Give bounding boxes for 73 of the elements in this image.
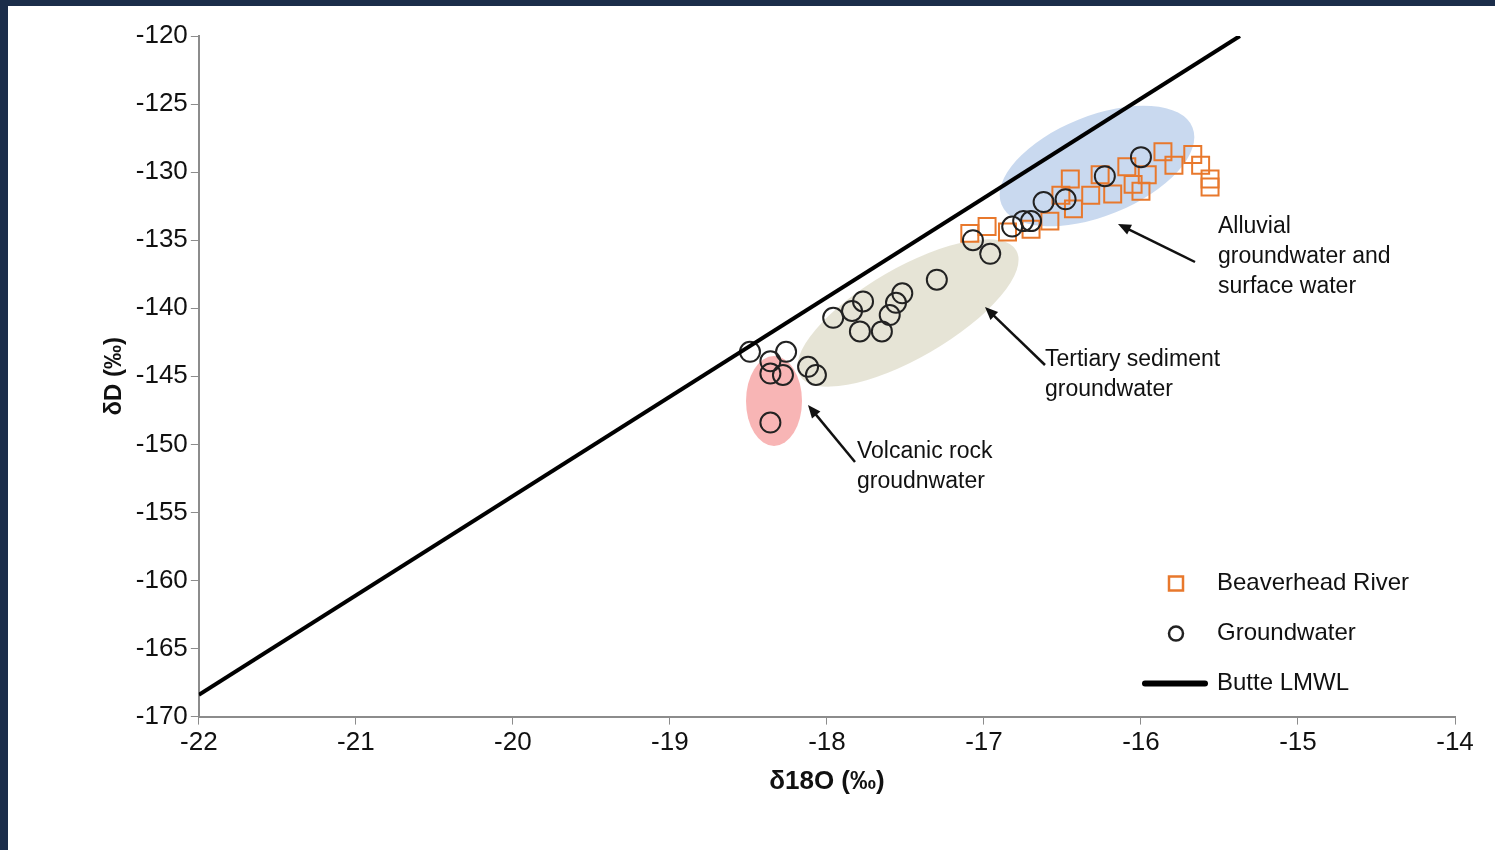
legend-label: Groundwater [1217,618,1356,646]
point [775,340,798,363]
point [960,223,980,243]
legend-label: Butte LMWL [1217,668,1350,696]
point [804,363,827,386]
point [1137,165,1157,185]
point [961,229,984,252]
annotation: Alluvial groundwater and surface water [1218,212,1391,299]
point [1051,185,1071,205]
point [841,299,864,322]
y-tick-label: -150 [135,427,188,458]
point [1200,177,1220,197]
point [1183,144,1203,164]
y-tick-label: -165 [135,631,188,662]
y-tick-label: -155 [135,495,188,526]
point [1131,181,1151,201]
point [1040,211,1060,231]
point [771,363,794,386]
point [1060,169,1080,189]
point [1020,210,1043,233]
point [998,222,1017,242]
point [1093,165,1116,188]
point [759,411,782,434]
point [1200,169,1220,189]
point [822,306,845,329]
point [1123,174,1143,194]
y-tick-label: -125 [135,87,188,118]
x-tick-label: -15 [1279,726,1317,757]
y-tick-label: -160 [135,563,188,594]
point [1191,155,1211,175]
point [891,282,914,305]
y-axis-title: δD (‰) [99,337,127,416]
x-tick-label: -19 [651,726,689,757]
x-tick-label: -21 [337,726,375,757]
y-tick-label: -140 [135,291,188,322]
point [1032,191,1055,214]
point [1153,142,1173,162]
point [979,242,1002,265]
point [870,320,893,343]
point [977,217,997,237]
y-tick-label: -145 [135,359,188,390]
point [1012,210,1035,233]
x-tick-label: -16 [1122,726,1160,757]
point [1054,188,1077,211]
point [1081,185,1101,205]
x-tick-label: -20 [494,726,532,757]
point [878,304,901,327]
point [925,268,948,291]
point [1063,199,1083,219]
x-tick-label: -17 [965,726,1003,757]
point [759,350,782,373]
point [1164,155,1184,175]
point [1117,157,1137,177]
point [852,290,875,313]
point [1001,215,1024,238]
x-tick-label: -14 [1436,726,1474,757]
point [738,340,761,363]
y-tick-label: -130 [135,155,188,186]
y-tick-label: -135 [135,223,188,254]
point [759,362,782,385]
annotation: Tertiary sediment groundwater [1045,345,1221,402]
annotation: Volcanic rock groudnwater [857,437,994,494]
point [885,291,908,314]
x-tick-label: -18 [808,726,846,757]
point [1129,146,1152,169]
point [1021,219,1041,239]
point [1103,184,1123,204]
legend-label: Beaverhead River [1217,568,1410,596]
x-axis-title: δ18O (‰) [769,764,885,795]
y-tick-label: -120 [135,19,188,50]
point [1090,165,1110,185]
point [797,355,820,378]
point [848,320,871,343]
